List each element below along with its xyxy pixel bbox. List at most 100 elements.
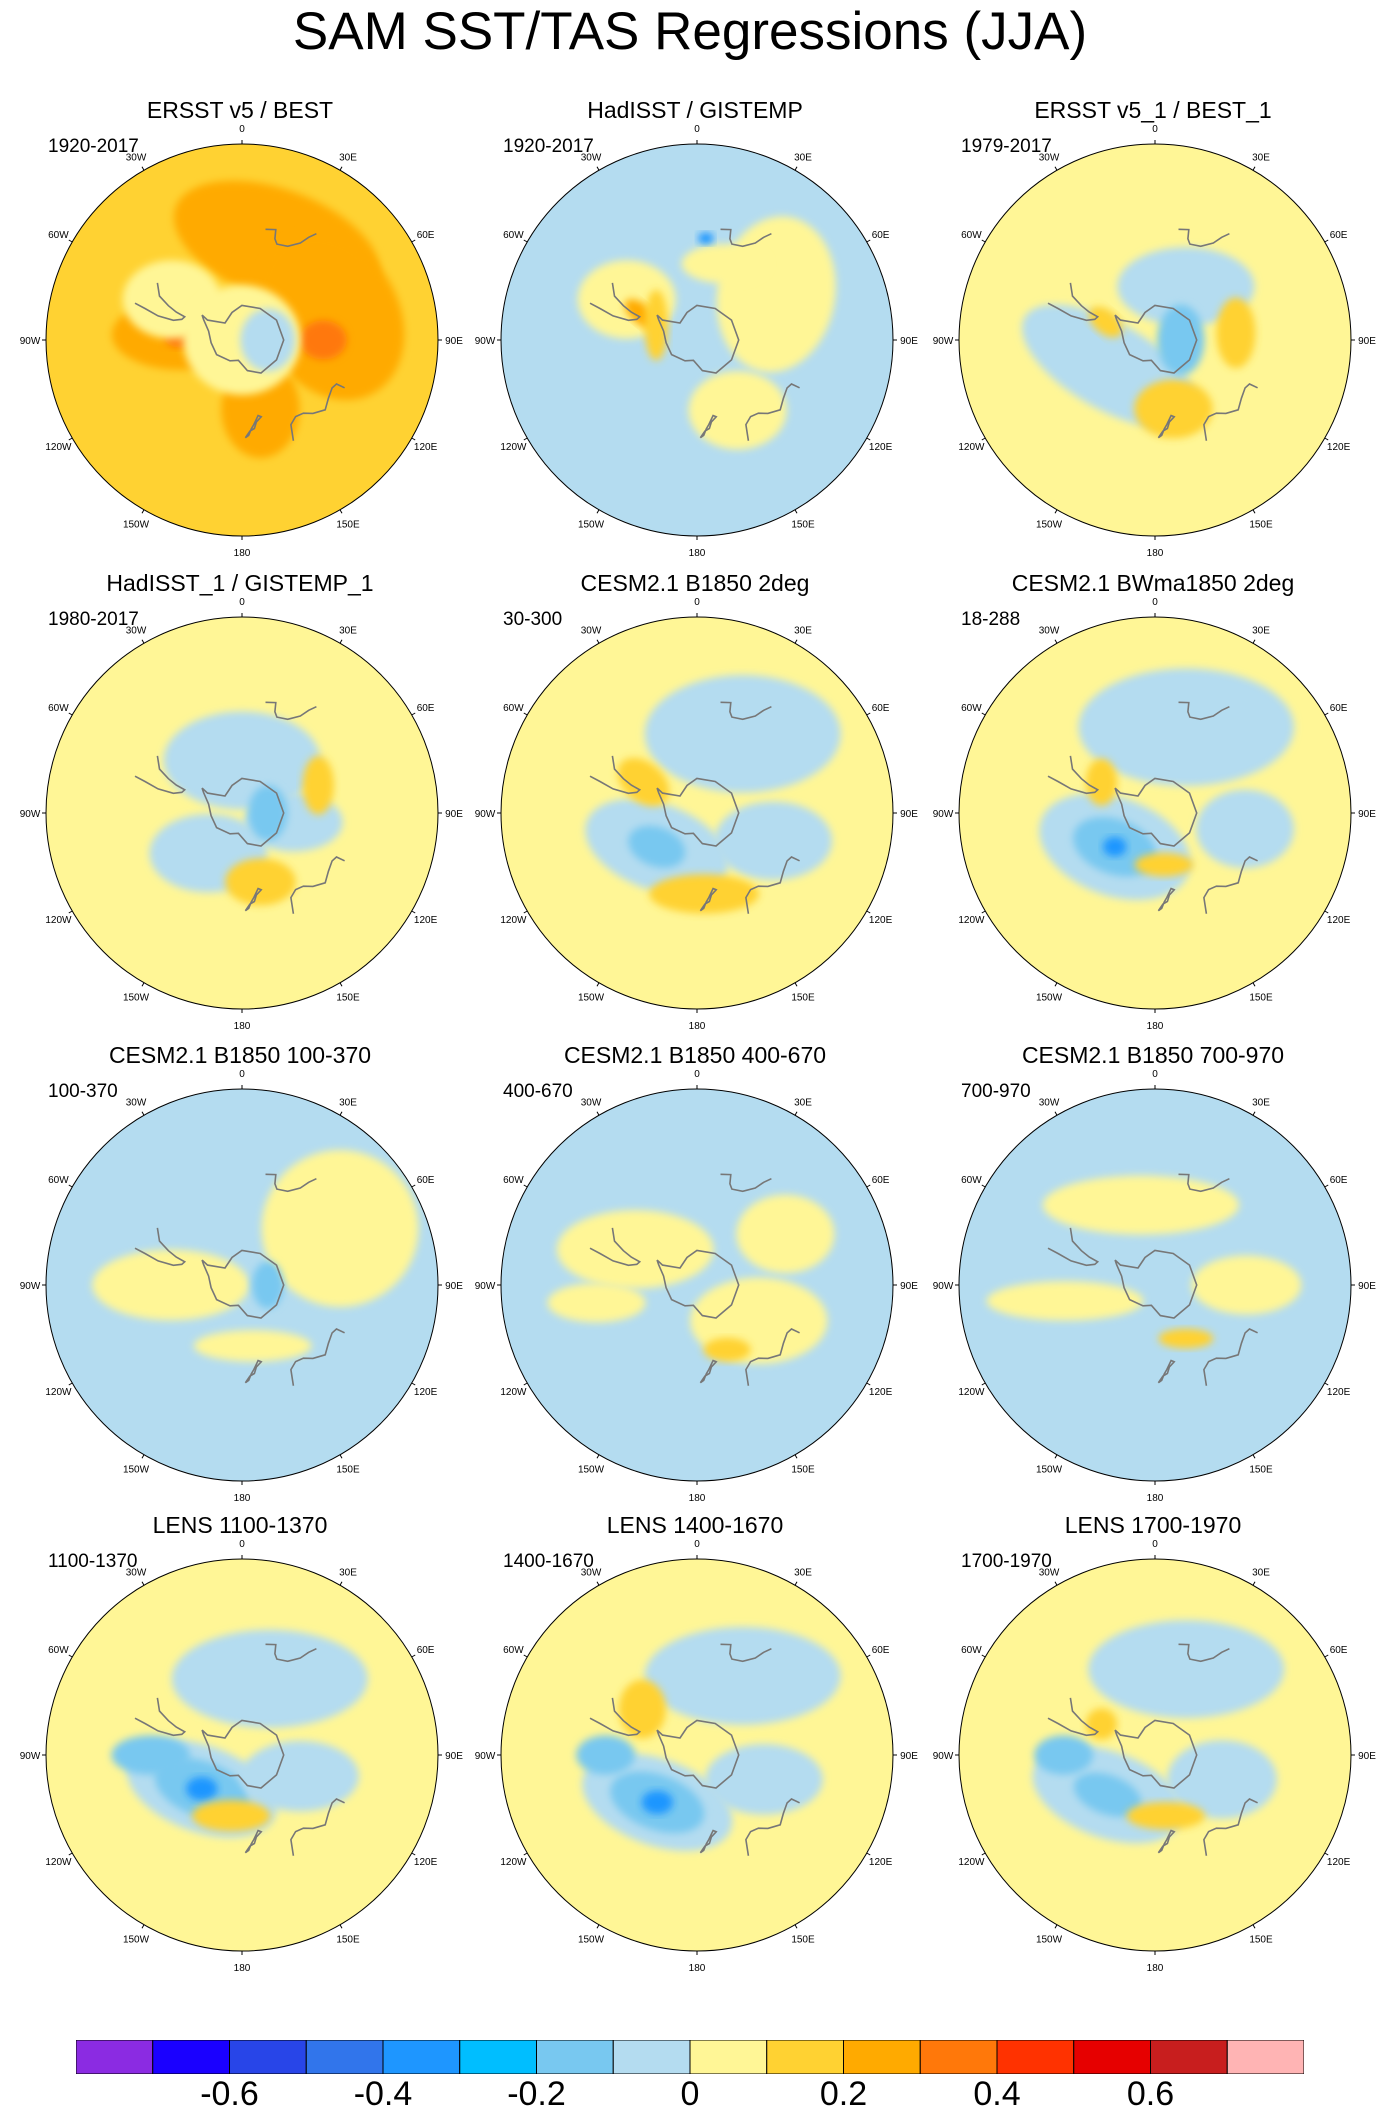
- new-zealand-coastline: [244, 1829, 263, 1854]
- lon-tick: [339, 1111, 343, 1116]
- lon-label: 150E: [1249, 993, 1273, 1004]
- lon-tick: [1324, 910, 1329, 914]
- colorbar-swatch: [382, 2040, 461, 2074]
- polar-map: 0 30E 60E 90E 120E 150E 180 150W 120W 90W 60W 30W: [933, 1069, 1377, 1504]
- lon-label: 150E: [791, 1935, 815, 1946]
- antarctica-coastline: [201, 1249, 285, 1319]
- antarctica-coastline: [656, 304, 740, 374]
- lon-label: 60W: [503, 230, 524, 241]
- period-label: 100-370: [48, 1081, 118, 1102]
- lon-label: 0: [239, 124, 245, 135]
- lon-label: 90E: [900, 809, 918, 820]
- lon-label: 60W: [48, 1175, 69, 1186]
- antarctica-coastline: [1114, 1249, 1198, 1319]
- anomaly-patch: [1134, 379, 1213, 439]
- lon-label: 60E: [1330, 1175, 1348, 1186]
- south-america-coastline: [1047, 282, 1100, 322]
- anomaly-patch: [556, 1210, 714, 1289]
- colorbar-swatch: [459, 2040, 537, 2074]
- lon-tick: [981, 239, 986, 243]
- lon-label: 150W: [123, 1465, 150, 1476]
- lon-tick: [523, 910, 528, 914]
- lon-tick: [339, 1454, 343, 1459]
- anomaly-patch: [248, 785, 288, 841]
- lon-label: 90W: [475, 1751, 496, 1762]
- colorbar-tick-label: -0.4: [353, 2075, 413, 2113]
- lon-label: 150E: [1249, 520, 1273, 531]
- lon-tick: [794, 1924, 798, 1929]
- lon-tick: [1054, 509, 1058, 514]
- south-america-coastline: [134, 755, 187, 795]
- anomaly-patch: [1073, 1772, 1142, 1817]
- lon-label: 30W: [1039, 1097, 1060, 1108]
- lon-label: 180: [1147, 1493, 1164, 1504]
- lon-label: 60E: [872, 703, 890, 714]
- lon-label: 120W: [958, 915, 985, 926]
- anomaly-patch: [688, 371, 787, 450]
- field-base: [959, 144, 1351, 536]
- anomaly-patch: [1134, 852, 1194, 877]
- lon-label: 0: [694, 1539, 700, 1550]
- lon-label: 90E: [900, 1751, 918, 1762]
- lon-label: 120W: [45, 1857, 72, 1868]
- lon-label: 60W: [961, 1645, 982, 1656]
- lon-tick: [141, 509, 145, 514]
- anomaly-patch: [641, 1790, 673, 1815]
- lon-label: 180: [1147, 548, 1164, 559]
- anomaly-patch: [1126, 1802, 1205, 1830]
- lon-label: 30E: [339, 1567, 357, 1578]
- australia-coastline: [1203, 383, 1258, 441]
- lon-label: 150E: [336, 1935, 360, 1946]
- colorbar-tick-label: 0.4: [973, 2075, 1021, 2113]
- new-zealand-coastline: [699, 1829, 718, 1854]
- lon-tick: [866, 1382, 871, 1386]
- lon-label: 30E: [1252, 152, 1270, 163]
- africa-coastline: [265, 1173, 317, 1193]
- anomaly-patch: [252, 1261, 284, 1309]
- new-zealand-coastline: [1157, 1829, 1176, 1854]
- anomaly-patch: [111, 1735, 190, 1775]
- map-panel: 0 30E 60E 90E 120E 150E 180 150W 120W 90W 60W 30W ER…: [10, 95, 470, 565]
- polar-map: 0 30E 60E 90E 120E 150E 180 150W 120W 90W 60W 30W: [20, 124, 464, 559]
- lon-label: 0: [694, 1069, 700, 1080]
- colorbar-swatch: [152, 2040, 230, 2074]
- lon-label: 180: [689, 1021, 706, 1032]
- lon-tick: [794, 1581, 798, 1586]
- lon-label: 0: [239, 1539, 245, 1550]
- period-label: 1920-2017: [48, 136, 139, 157]
- lon-label: 120E: [414, 1857, 438, 1868]
- lon-label: 120W: [958, 1387, 985, 1398]
- lon-tick: [1324, 712, 1329, 716]
- australia-coastline: [290, 856, 345, 914]
- lon-label: 60W: [961, 230, 982, 241]
- lon-label: 0: [1152, 1539, 1158, 1550]
- antarctica-coastline: [201, 1719, 285, 1789]
- lon-tick: [523, 1184, 528, 1188]
- colorbar-swatch: [996, 2040, 1075, 2074]
- africa-coastline: [1178, 701, 1230, 721]
- lon-label: 60W: [48, 703, 69, 714]
- lon-tick: [1324, 1654, 1329, 1658]
- colorbar: [76, 2040, 1304, 2074]
- lon-tick: [1324, 1184, 1329, 1188]
- lon-label: 180: [689, 1493, 706, 1504]
- lon-label: 30E: [1252, 625, 1270, 636]
- lon-label: 30E: [794, 152, 812, 163]
- lon-label: 150E: [336, 993, 360, 1004]
- lon-label: 30W: [1039, 625, 1060, 636]
- colorbar-swatch: [689, 2040, 768, 2074]
- lon-label: 60W: [48, 1645, 69, 1656]
- panel-title: LENS 1700-1970: [1064, 1512, 1242, 1538]
- lon-tick: [866, 910, 871, 914]
- lon-label: 30E: [794, 1097, 812, 1108]
- anomaly-patch: [193, 1330, 312, 1362]
- lon-tick: [794, 166, 798, 171]
- new-zealand-coastline: [244, 887, 263, 912]
- lon-label: 150E: [336, 520, 360, 531]
- lon-label: 120W: [958, 1857, 985, 1868]
- map-panel: 0 30E 60E 90E 120E 150E 180 150W 120W 90W 60W 30W CE…: [465, 568, 925, 1038]
- lon-label: 30W: [126, 625, 147, 636]
- map-panel: 0 30E 60E 90E 120E 150E 180 150W 120W 90W 60W 30W CE…: [923, 1040, 1380, 1510]
- colorbar-swatch: [1226, 2040, 1304, 2074]
- polar-map: 0 30E 60E 90E 120E 150E 180 150W 120W 90W 60W 30W: [475, 1069, 919, 1504]
